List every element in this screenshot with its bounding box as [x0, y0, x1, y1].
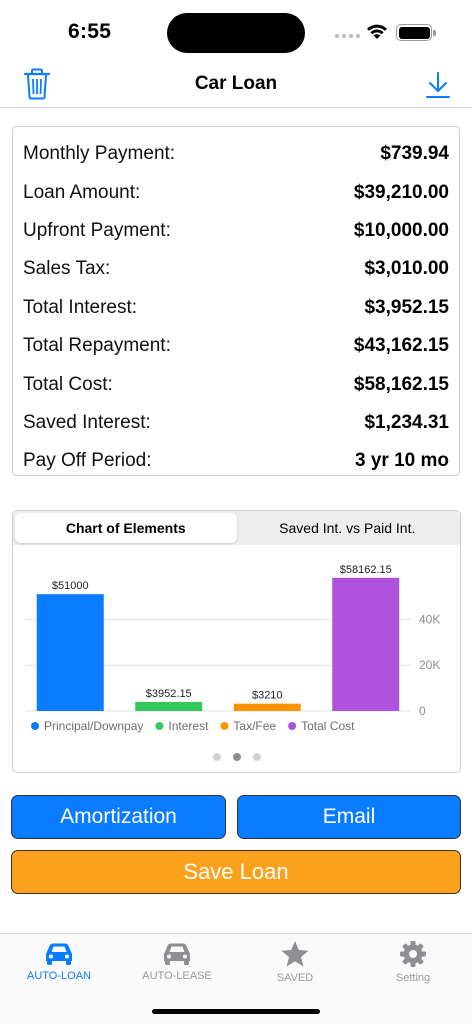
summary-value: $10,000.00 [353, 219, 449, 241]
tab-label: AUTO-LEASE [142, 970, 212, 982]
summary-row-pay-off-period: Pay Off Period: 3 yr 10 mo [23, 442, 449, 480]
summary-label: Loan Amount: [23, 181, 141, 203]
bar[interactable] [135, 701, 203, 711]
summary-label: Upfront Payment: [23, 219, 171, 241]
summary-row-loan-amount: Loan Amount: $39,210.00 [23, 173, 449, 211]
summary-value: $39,210.00 [353, 181, 449, 203]
bar[interactable] [233, 703, 301, 711]
summary-value: $1,234.31 [364, 411, 449, 433]
tab-bar: AUTO-LOAN AUTO-LEASE SAVED Setting [0, 933, 472, 1024]
tab-label: AUTO-LOAN [27, 970, 91, 982]
summary-row-monthly-payment: Monthly Payment: $739.94 [23, 135, 449, 173]
y-tick-label: 0 [419, 704, 426, 718]
page-dot [252, 753, 261, 761]
summary-row-total-repayment: Total Repayment: $43,162.15 [23, 327, 449, 365]
summary-label: Monthly Payment: [23, 143, 176, 165]
cellular-signal-icon [335, 34, 360, 38]
status-time: 6:55 [68, 20, 112, 43]
summary-row-total-interest: Total Interest: $3,952.15 [23, 289, 449, 327]
y-tick-label: 40K [419, 612, 440, 626]
summary-label: Total Interest: [23, 296, 138, 318]
home-indicator [152, 1009, 320, 1014]
summary-value: $3,010.00 [364, 258, 449, 280]
tab-setting[interactable]: Setting [354, 934, 472, 994]
wifi-icon [367, 24, 387, 39]
tab-label: Setting [395, 972, 431, 984]
battery-icon [396, 24, 436, 41]
data-label: $3952.15 [146, 688, 192, 700]
download-icon[interactable] [424, 70, 452, 100]
tab-auto-lease[interactable]: AUTO-LEASE [118, 934, 236, 994]
legend-marker [220, 722, 229, 730]
summary-label: Saved Interest: [23, 411, 151, 433]
tab-chart-of-elements[interactable]: Chart of Elements [15, 513, 237, 543]
bar-chart: 0 20K 40K $51000 $3952.15 $3210 $58162.15 Princ… [25, 564, 440, 733]
summary-label: Total Repayment: [23, 335, 171, 357]
data-label: $51000 [52, 580, 89, 592]
page-title: Car Loan [194, 73, 278, 94]
save-loan-button[interactable]: Save Loan [11, 850, 461, 894]
y-tick-label: 20K [419, 658, 440, 672]
tab-auto-loan[interactable]: AUTO-LOAN [0, 934, 118, 994]
legend-marker [31, 722, 39, 730]
summary-row-upfront-payment: Upfront Payment: $10,000.00 [23, 212, 449, 250]
email-button[interactable]: Email [237, 795, 461, 839]
legend-marker [288, 722, 297, 730]
car-icon [164, 943, 190, 965]
tab-saved[interactable]: SAVED [236, 934, 354, 994]
chart-card: Chart of Elements Saved Int. vs Paid Int… [12, 510, 461, 773]
summary-row-total-cost: Total Cost: $58,162.15 [23, 365, 449, 403]
summary-row-sales-tax: Sales Tax: $3,010.00 [23, 250, 449, 288]
bar[interactable] [36, 594, 104, 711]
summary-value: $739.94 [380, 143, 449, 165]
summary-label: Sales Tax: [23, 258, 111, 280]
legend-marker [155, 722, 164, 730]
status-bar: 6:55 [0, 0, 472, 62]
summary-value: 3 yr 10 mo [355, 450, 449, 472]
summary-row-saved-interest: Saved Interest: $1,234.31 [23, 404, 449, 442]
legend-label: Tax/Fee [233, 719, 276, 733]
page-indicator[interactable] [13, 753, 460, 761]
star-icon [281, 941, 309, 967]
trash-icon[interactable] [22, 68, 52, 100]
amortization-button[interactable]: Amortization [11, 795, 226, 839]
data-label: $58162.15 [340, 564, 392, 576]
summary-value: $3,952.15 [364, 296, 449, 318]
chart-segmented-control: Chart of Elements Saved Int. vs Paid Int… [13, 511, 460, 545]
car-icon [46, 943, 72, 965]
tab-saved-vs-paid-interest[interactable]: Saved Int. vs Paid Int. [279, 520, 416, 536]
legend-label: Interest [168, 719, 209, 733]
page-dot-active [232, 753, 241, 761]
summary-value: $43,162.15 [353, 335, 449, 357]
summary-label: Total Cost: [23, 373, 113, 395]
gear-icon [400, 941, 426, 967]
loan-summary-card: Monthly Payment: $739.94 Loan Amount: $3… [12, 126, 460, 476]
bar[interactable] [332, 577, 400, 711]
tab-label: SAVED [276, 972, 314, 984]
legend-label: Principal/Downpay [44, 719, 143, 733]
summary-label: Pay Off Period: [23, 450, 152, 472]
page-dot [212, 753, 221, 761]
data-label: $3210 [252, 690, 283, 702]
nav-bar: Car Loan [0, 62, 472, 108]
legend-label: Total Cost [301, 719, 355, 733]
summary-value: $58,162.15 [353, 373, 449, 395]
dynamic-island [167, 13, 305, 53]
